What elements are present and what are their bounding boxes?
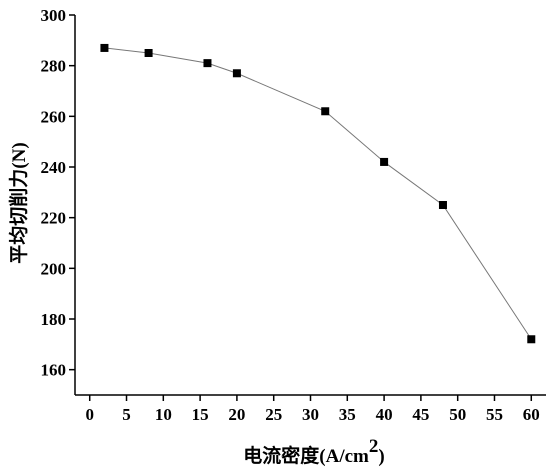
y-tick-label: 260	[41, 107, 67, 126]
x-tick-label: 35	[339, 405, 356, 424]
data-point-marker	[321, 107, 330, 116]
x-tick-label: 15	[192, 405, 209, 424]
y-tick-label: 220	[41, 209, 67, 228]
y-tick-label: 180	[41, 310, 67, 329]
x-tick-label: 40	[376, 405, 393, 424]
series-line	[104, 47, 532, 340]
y-axis-title: 平均切削力(N)	[7, 142, 30, 263]
x-tick-label: 20	[228, 405, 245, 424]
y-tick-label: 200	[41, 259, 67, 278]
y-tick-label: 160	[41, 361, 67, 380]
data-point-marker	[100, 43, 109, 52]
x-tick-label: 5	[122, 405, 131, 424]
x-axis-title: 电流密度(A/cm2)	[243, 436, 384, 468]
data-series	[100, 43, 536, 344]
x-tick-label: 50	[449, 405, 466, 424]
x-tick-label: 60	[523, 405, 540, 424]
x-axis-title-unit-superscript: 2	[369, 436, 379, 457]
y-tick-label: 280	[41, 57, 67, 76]
x-tick-label: 0	[85, 405, 94, 424]
data-point-marker	[203, 59, 212, 68]
data-point-marker	[527, 335, 536, 344]
x-tick-label: 25	[265, 405, 282, 424]
x-axis-title-unit-close: )	[378, 446, 384, 467]
data-point-marker	[232, 69, 241, 78]
x-tick-label: 55	[486, 405, 503, 424]
axes	[74, 15, 546, 396]
y-axis-title-unit: (N)	[9, 142, 30, 168]
data-point-marker	[438, 201, 447, 209]
axis-titles: 电流密度(A/cm2) 平均切削力(N)	[7, 142, 385, 467]
y-tick-label: 240	[41, 158, 67, 177]
ticks: 0 5 10 15 20 25 30 35 40 45 50 55 60 160 180 200 220 240 2…	[41, 6, 540, 424]
data-point-marker	[144, 49, 153, 57]
x-axis-title-unit: (A/cm	[319, 446, 369, 467]
y-axis-title-label: 平均切削力	[7, 169, 30, 264]
data-point-marker	[380, 157, 389, 166]
y-tick-label: 300	[41, 6, 67, 25]
x-axis-title-label: 电流密度	[243, 444, 320, 467]
x-tick-label: 45	[412, 405, 429, 424]
x-tick-label: 30	[302, 405, 319, 424]
x-tick-label: 10	[155, 405, 172, 424]
